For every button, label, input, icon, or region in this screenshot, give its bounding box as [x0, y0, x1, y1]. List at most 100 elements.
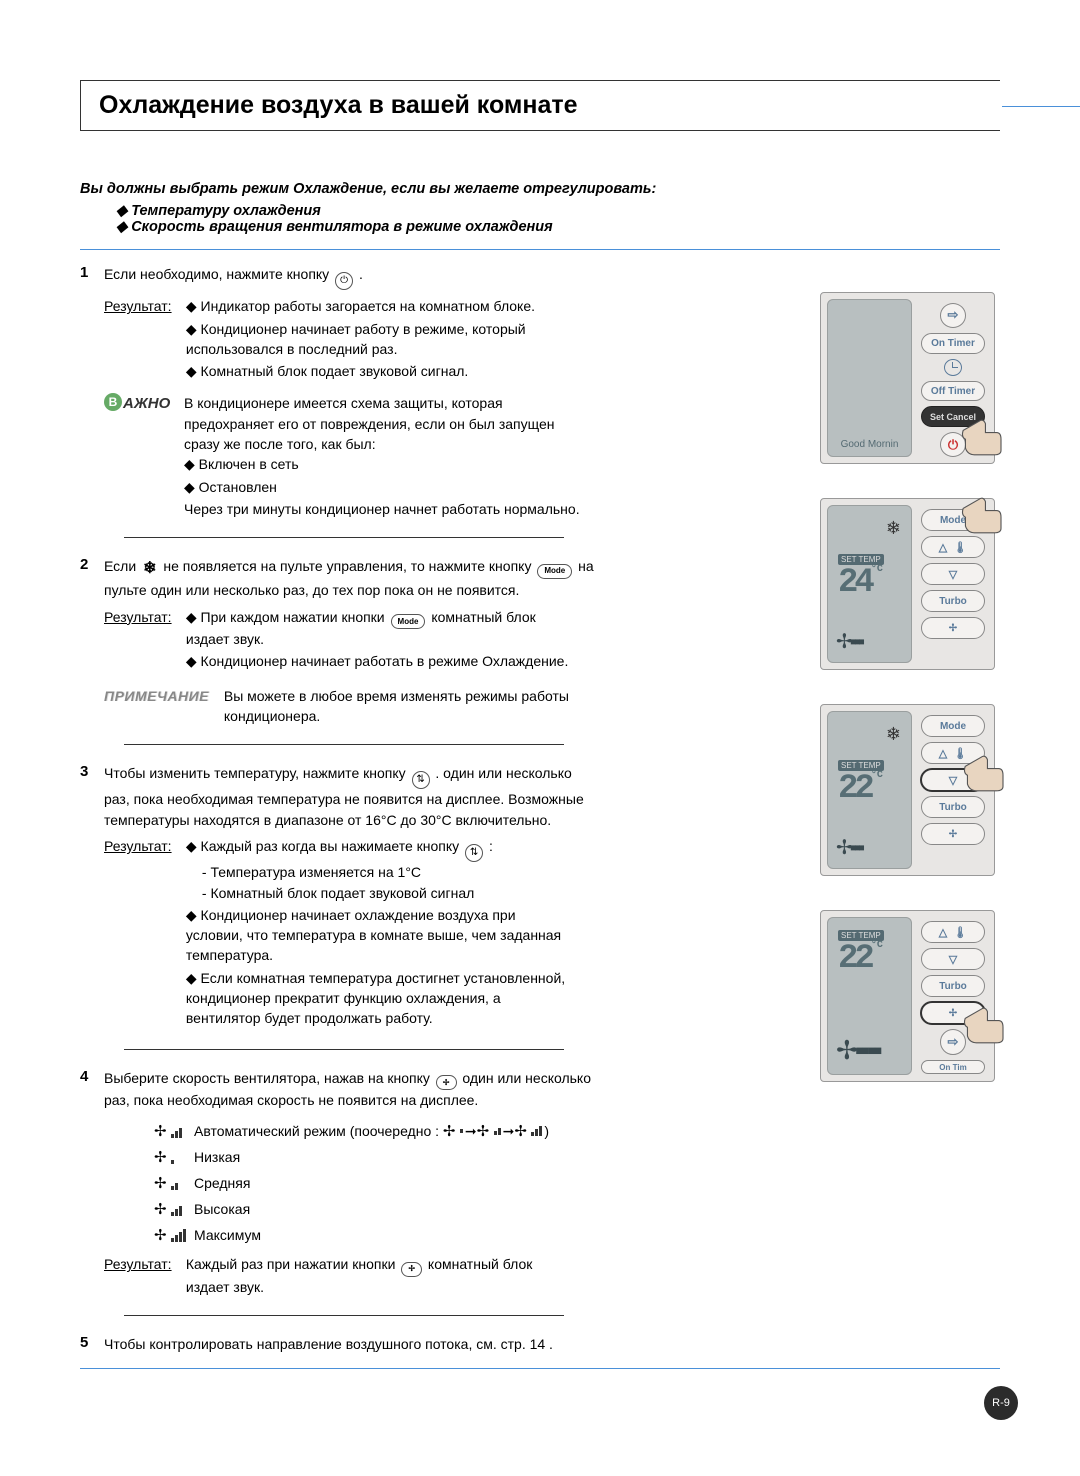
note-label: ПРИМЕЧАНИЕ [104, 686, 220, 706]
result-item: Индикатор работы загорается на комнатном… [186, 296, 576, 316]
important-item: Остановлен [184, 477, 594, 497]
result-item: Комнатный блок подает звуковой сигнал. [186, 361, 576, 381]
page-number: R-9 [984, 1386, 1018, 1420]
step-text: Выберите скорость вентилятора, нажав на … [104, 1070, 430, 1086]
divider [80, 249, 1000, 250]
result-item: Кондиционер начинает работать в режиме О… [186, 651, 576, 671]
fan-button: ✢ [921, 617, 985, 639]
lcd-temperature: 24°C [838, 564, 883, 602]
lcd-temperature: 22°C [838, 770, 883, 808]
fan-level-label: Высокая [194, 1199, 250, 1219]
result-item: Кондиционер начинает охлаждение воздуха … [186, 905, 576, 966]
fan-level-label: ) [544, 1121, 549, 1141]
snowflake-icon: ❄ [886, 518, 901, 539]
mode-button-icon: Mode [391, 614, 426, 629]
remote-mode: ❄ SET TEMP 24°C ✢▪▪▪ Mode △ 🌡 ▽ Turbo ✢ [820, 498, 995, 670]
step-5: 5 Чтобы контролировать направление возду… [80, 1334, 1000, 1354]
important-label: ВАЖНО [104, 393, 184, 519]
fan-button-icon: ✢ [436, 1075, 457, 1090]
important-tail: Через три минуты кондиционер начнет рабо… [184, 499, 594, 519]
result-text: Каждый раз при нажатии кнопки [186, 1256, 396, 1272]
step-text: . [359, 266, 363, 282]
remote-temp: ❄ SET TEMP 22°C ✢▪▪▪ Mode △ 🌡 ▽ Turbo ✢ [820, 704, 995, 876]
turbo-button: Turbo [921, 975, 985, 997]
fan-level-label: Низкая [194, 1147, 240, 1167]
power-icon: ⏻ [335, 272, 353, 290]
temp-up-button: △ 🌡 [921, 536, 985, 558]
step-number: 5 [80, 1334, 104, 1351]
pointing-hand-icon [958, 495, 1004, 535]
fan-bars-icon [154, 1171, 194, 1196]
step-text: Если необходимо, нажмите кнопку [104, 266, 329, 282]
on-timer-partial: On Tim [921, 1060, 985, 1074]
temp-adjust-icon: ⇅ [465, 844, 483, 862]
off-timer-button: Off Timer [921, 381, 985, 402]
result-item: Если комнатная температура достигнет уст… [186, 968, 576, 1029]
intro-item: Скорость вращения вентилятора в режиме о… [116, 219, 1000, 235]
pointing-hand-icon [958, 417, 1004, 457]
temp-down-button: ▽ [921, 948, 985, 970]
step-text: Если [104, 558, 136, 574]
step-number: 1 [80, 264, 104, 281]
result-sub: - Комнатный блок подает звуковой сигнал [202, 883, 576, 903]
divider [80, 1368, 1000, 1369]
result-item: Кондиционер начинает работу в режиме, ко… [186, 319, 576, 360]
note-text: Вы можете в любое время изменять режимы … [224, 686, 594, 727]
lcd-good-morning: Good Mornin [828, 439, 911, 450]
important-block: ВАЖНО В кондиционере имеется схема защит… [104, 393, 594, 519]
fan-bars-icon [154, 1223, 194, 1248]
result-label: Результат: [104, 836, 182, 856]
important-item: Включен в сеть [184, 454, 594, 474]
intro-item: Температуру охлаждения [116, 203, 1000, 219]
fan-level-label: Автоматический режим (поочередно : [194, 1121, 439, 1141]
divider [124, 1315, 564, 1316]
remote-fan: SET TEMP 22°C ✢▪▪▪▪ △ 🌡 ▽ Turbo ✢ ⇨ On T… [820, 910, 995, 1082]
fan-bars-icon: ✢▪▪▪ [836, 835, 862, 860]
step-number: 3 [80, 763, 104, 780]
fan-button: ✢ [921, 823, 985, 845]
important-badge-icon: В [104, 393, 122, 411]
result-label: Результат: [104, 1254, 182, 1274]
fan-bars-icon [154, 1119, 194, 1144]
lcd-temperature: 22°C [838, 940, 883, 978]
fan-button-icon: ✢ [401, 1262, 422, 1277]
result-item: При каждом нажатии кнопки Mode комнатный… [186, 607, 576, 650]
fan-speed-table: Автоматический режим (поочередно : ➞ ➞ )… [154, 1118, 594, 1248]
pointing-hand-icon [960, 753, 1006, 793]
on-timer-button: On Timer [921, 333, 985, 354]
temp-adjust-icon: ⇅ [412, 771, 430, 789]
fan-bars-icon [443, 1124, 457, 1138]
divider [124, 537, 564, 538]
remote-power: Good Mornin ⇨ On Timer Off Timer Set Can… [820, 292, 995, 464]
snowflake-icon: ❄ [886, 724, 901, 745]
snowflake-icon: ❄ [143, 560, 156, 577]
divider [124, 1049, 564, 1050]
fan-bars-icon [154, 1197, 194, 1222]
mode-button: Mode [921, 715, 985, 737]
intro-lead: Вы должны выбрать режим Охлаждение, если… [80, 181, 1000, 197]
divider [124, 744, 564, 745]
fan-bars-icon [477, 1124, 491, 1138]
fan-bars-icon: ✢▪▪▪▪ [836, 1035, 880, 1066]
fan-level-label: Максимум [194, 1225, 261, 1245]
result-label: Результат: [104, 296, 182, 316]
important-text: В кондиционере имеется схема защиты, кот… [184, 393, 594, 454]
swing-icon: ⇨ [940, 303, 966, 328]
mode-button-icon: Mode [537, 564, 572, 579]
turbo-button: Turbo [921, 796, 985, 818]
step-text: Чтобы изменить температуру, нажмите кноп… [104, 765, 406, 781]
result-item: Каждый раз когда вы нажимаете кнопку ⇅ :… [186, 836, 576, 903]
fan-bars-icon: ✢▪▪▪ [836, 629, 862, 654]
result-sub: - Температура изменяется на 1°C [202, 862, 576, 882]
turbo-button: Turbo [921, 590, 985, 612]
result-label: Результат: [104, 607, 182, 627]
fan-level-label: Средняя [194, 1173, 250, 1193]
step-text: не появляется на пульте управления, то н… [163, 558, 531, 574]
step-number: 2 [80, 556, 104, 573]
remote-illustrations: Good Mornin ⇨ On Timer Off Timer Set Can… [820, 292, 1000, 1116]
fan-bars-icon [514, 1124, 528, 1138]
temp-up-button: △ 🌡 [921, 921, 985, 943]
fan-bars-icon [154, 1145, 194, 1170]
step-text: Чтобы контролировать направление воздушн… [104, 1334, 594, 1354]
clock-icon [944, 359, 962, 376]
